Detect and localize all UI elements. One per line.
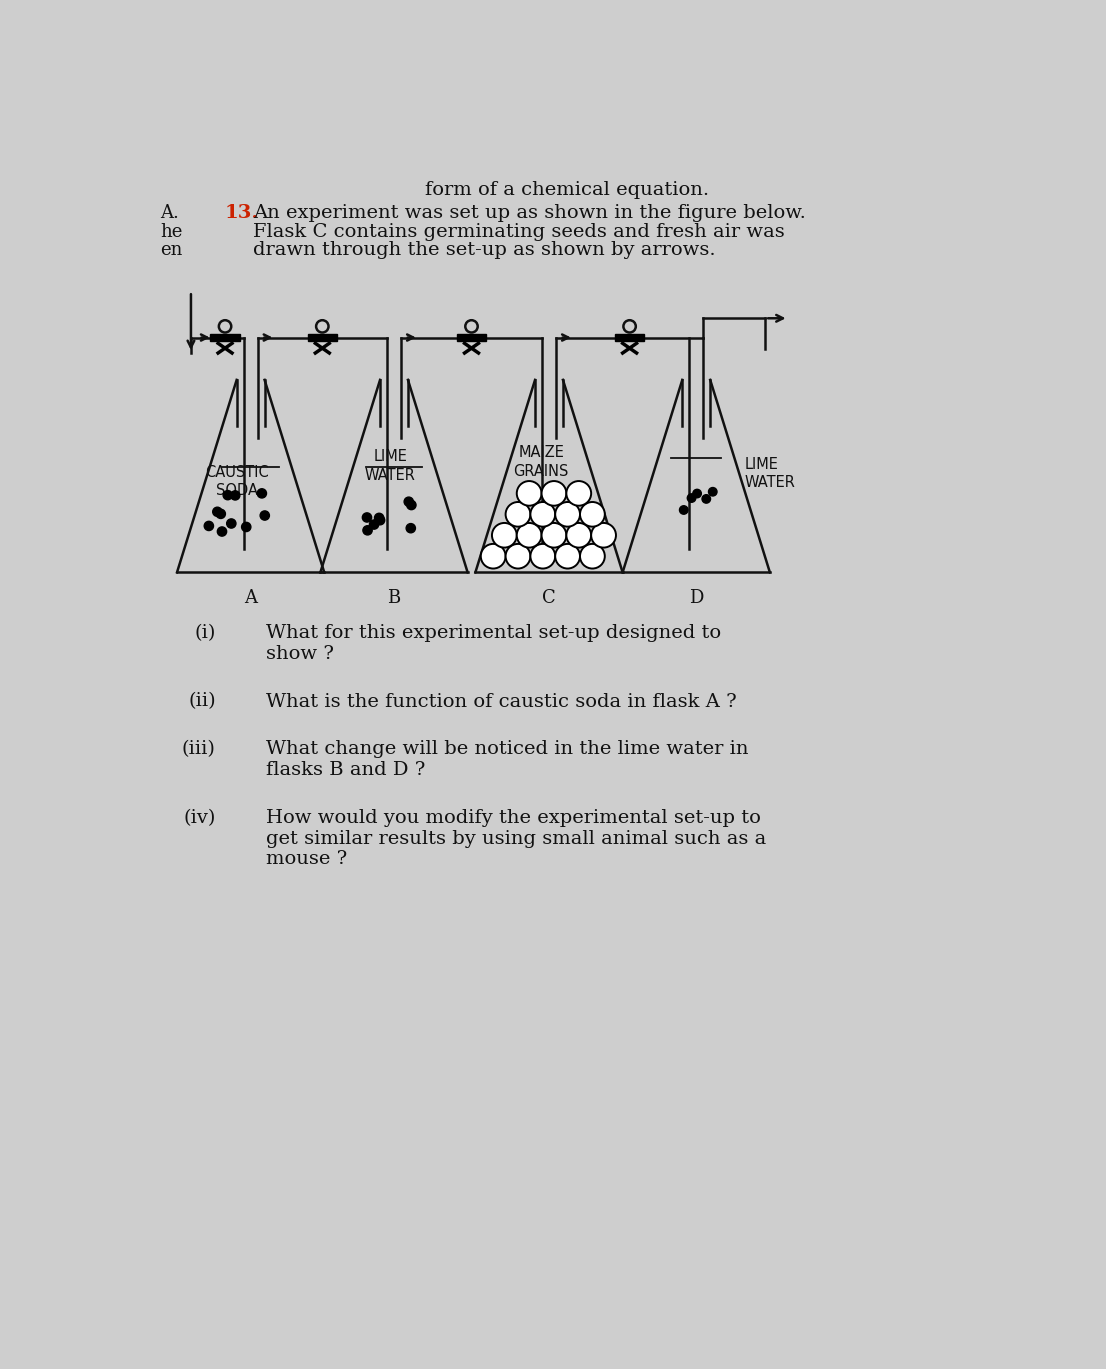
Text: Flask C contains germinating seeds and fresh air was: Flask C contains germinating seeds and f… — [253, 223, 784, 241]
Circle shape — [702, 494, 710, 504]
Circle shape — [542, 523, 566, 548]
Circle shape — [531, 543, 555, 568]
Text: B: B — [387, 589, 400, 608]
Circle shape — [692, 489, 701, 498]
Text: A: A — [244, 589, 257, 608]
Text: C: C — [542, 589, 556, 608]
Circle shape — [566, 523, 592, 548]
Circle shape — [363, 513, 372, 522]
Text: show ?: show ? — [267, 645, 334, 663]
Circle shape — [517, 523, 542, 548]
Circle shape — [555, 502, 580, 527]
Circle shape — [566, 481, 592, 505]
Text: (iii): (iii) — [181, 741, 216, 758]
Text: en: en — [160, 241, 182, 259]
Text: What change will be noticed in the lime water in: What change will be noticed in the lime … — [267, 741, 749, 758]
Circle shape — [517, 481, 542, 505]
Circle shape — [592, 523, 616, 548]
Circle shape — [531, 502, 555, 527]
Circle shape — [542, 481, 566, 505]
Circle shape — [505, 502, 531, 527]
Circle shape — [481, 543, 505, 568]
Text: LIME
WATER: LIME WATER — [365, 449, 416, 483]
Circle shape — [205, 522, 213, 531]
Circle shape — [687, 494, 696, 502]
Text: An experiment was set up as shown in the figure below.: An experiment was set up as shown in the… — [253, 204, 806, 222]
Text: D: D — [689, 589, 703, 608]
Text: (iv): (iv) — [184, 809, 216, 827]
Text: get similar results by using small animal such as a: get similar results by using small anima… — [267, 830, 766, 847]
Text: flasks B and D ?: flasks B and D ? — [267, 761, 426, 779]
Circle shape — [555, 543, 580, 568]
Circle shape — [223, 490, 232, 500]
Circle shape — [230, 491, 240, 500]
Circle shape — [407, 501, 416, 509]
Text: A.: A. — [160, 204, 179, 222]
Circle shape — [505, 543, 531, 568]
Circle shape — [679, 505, 688, 515]
Circle shape — [227, 519, 236, 528]
Polygon shape — [210, 334, 240, 341]
Circle shape — [492, 523, 517, 548]
Circle shape — [218, 527, 227, 537]
Circle shape — [216, 509, 226, 519]
Text: CAUSTIC
SODA: CAUSTIC SODA — [205, 464, 269, 498]
Text: (i): (i) — [195, 624, 216, 642]
Circle shape — [709, 487, 717, 496]
Text: How would you modify the experimental set-up to: How would you modify the experimental se… — [267, 809, 761, 827]
Circle shape — [375, 516, 385, 524]
Text: form of a chemical equation.: form of a chemical equation. — [425, 181, 709, 200]
Polygon shape — [457, 334, 487, 341]
Circle shape — [363, 526, 373, 535]
Text: MAIZE
GRAINS: MAIZE GRAINS — [513, 445, 568, 479]
Text: drawn through the set-up as shown by arrows.: drawn through the set-up as shown by arr… — [253, 241, 716, 259]
Text: What for this experimental set-up designed to: What for this experimental set-up design… — [267, 624, 721, 642]
Circle shape — [406, 523, 416, 533]
Circle shape — [375, 513, 384, 523]
Circle shape — [404, 497, 414, 507]
Text: (ii): (ii) — [188, 693, 216, 711]
Circle shape — [580, 502, 605, 527]
Text: mouse ?: mouse ? — [267, 850, 347, 868]
Circle shape — [580, 543, 605, 568]
Circle shape — [369, 520, 378, 530]
Text: LIME
WATER: LIME WATER — [744, 457, 795, 490]
Text: What is the function of caustic soda in flask A ?: What is the function of caustic soda in … — [267, 693, 737, 711]
Text: 13.: 13. — [225, 204, 259, 222]
Circle shape — [212, 507, 222, 516]
Circle shape — [258, 489, 267, 498]
Text: he: he — [160, 223, 182, 241]
Circle shape — [241, 523, 251, 531]
Circle shape — [260, 511, 270, 520]
Polygon shape — [615, 334, 645, 341]
Polygon shape — [307, 334, 337, 341]
